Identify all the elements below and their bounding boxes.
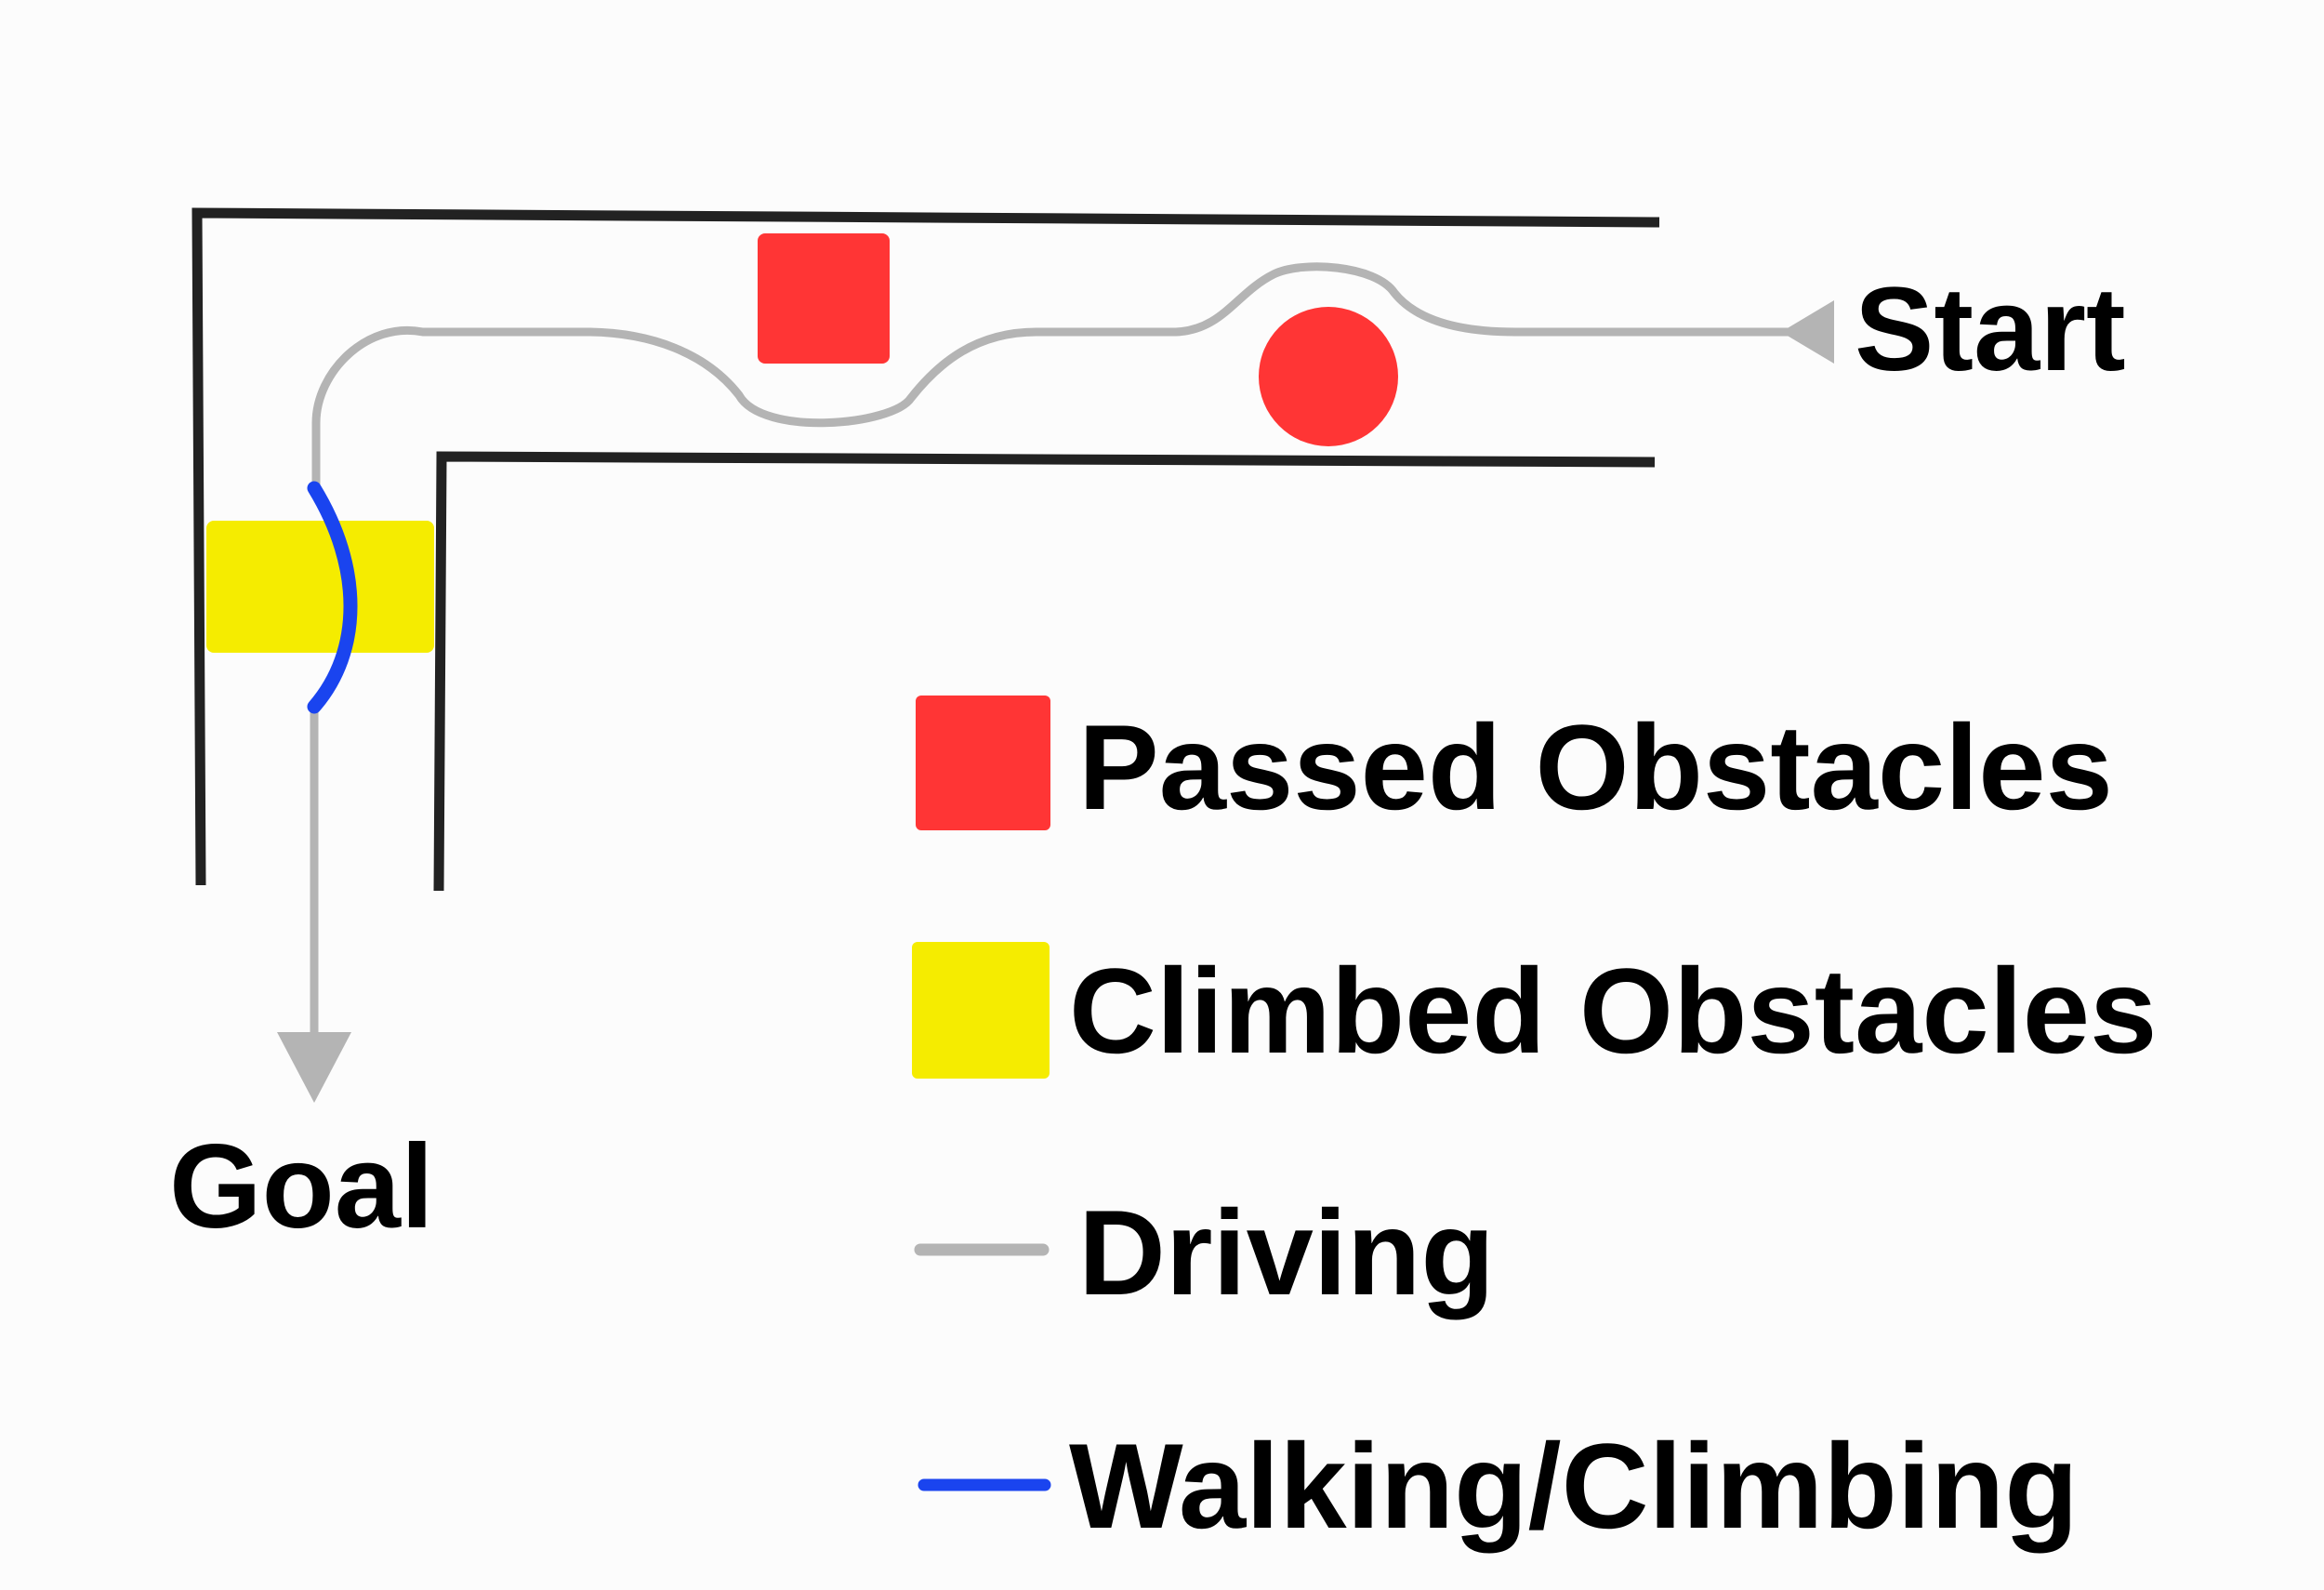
- outer-wall: [191, 207, 1660, 886]
- climbed-obstacle-block: [206, 521, 434, 653]
- corridor-walls: [191, 207, 1660, 892]
- goal-arrow-icon: [277, 1032, 351, 1103]
- legend-item-driving: Driving: [914, 1185, 1495, 1320]
- legend-label-walking: Walking/Climbing: [1069, 1418, 2079, 1554]
- legend: Passed Obstacles Climbed Obstacles Drivi…: [912, 696, 2157, 1554]
- inner-wall: [433, 451, 1656, 892]
- driving-path: [310, 262, 1799, 1037]
- legend-swatch-passed: [916, 696, 1050, 830]
- passed-obstacle-square: [758, 233, 890, 364]
- legend-label-driving: Driving: [1078, 1185, 1495, 1320]
- start-label: Start: [1855, 263, 2126, 396]
- legend-label-climbed: Climbed Obstacles: [1069, 943, 2157, 1079]
- obstacles: [206, 233, 1398, 653]
- legend-swatch-climbed: [912, 942, 1050, 1079]
- passed-obstacle-circle: [1259, 307, 1398, 446]
- goal-label: Goal: [169, 1120, 434, 1253]
- legend-item-climbed: Climbed Obstacles: [912, 942, 2157, 1079]
- legend-item-passed: Passed Obstacles: [916, 696, 2113, 835]
- legend-label-passed: Passed Obstacles: [1078, 699, 2113, 835]
- walking-path-arc: [307, 481, 358, 714]
- legend-item-walking: Walking/Climbing: [918, 1418, 2079, 1554]
- driving-path-line: [311, 262, 1799, 497]
- start-arrow-icon: [1781, 300, 1834, 364]
